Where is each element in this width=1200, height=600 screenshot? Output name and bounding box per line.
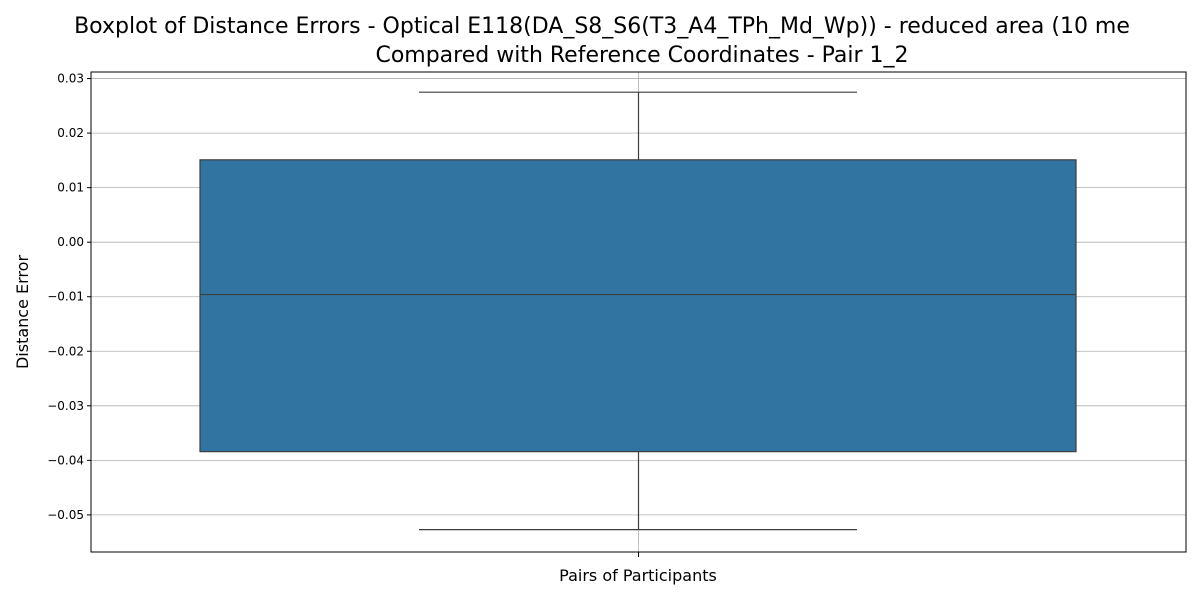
y-axis-ticks: −0.05 −0.04 −0.03 −0.02 −0.01 0.00 0.01 0.02 0.0…: [47, 72, 91, 522]
y-tick-label: 0.03: [57, 72, 84, 86]
y-tick-label: −0.04: [47, 453, 84, 467]
y-tick-label: 0.00: [57, 235, 84, 249]
y-tick-label: −0.02: [47, 344, 84, 358]
chart-title-line1: Boxplot of Distance Errors - Optical E11…: [74, 14, 1130, 39]
chart-title-line2: Compared with Reference Coordinates - Pa…: [375, 43, 908, 68]
y-axis-label: Distance Error: [13, 255, 32, 369]
y-tick-label: 0.02: [57, 126, 84, 140]
y-tick-label: −0.01: [47, 290, 84, 304]
y-tick-label: 0.01: [57, 181, 84, 195]
interquartile-box: [199, 159, 1077, 453]
plot-area-frame: [90, 71, 1187, 553]
boxplot: [199, 91, 1077, 531]
y-tick-label: −0.05: [47, 508, 84, 522]
x-axis-label: Pairs of Participants: [559, 566, 717, 585]
y-tick-label: −0.03: [47, 399, 84, 413]
